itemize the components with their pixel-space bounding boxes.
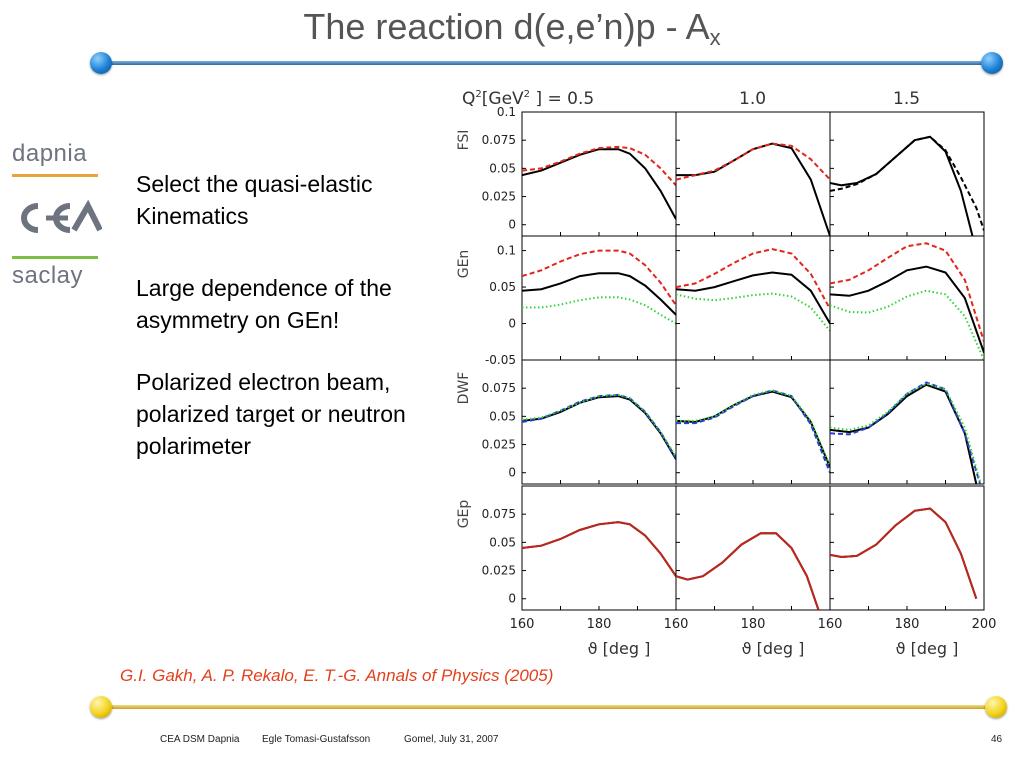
panel-frame-fsi-2 [829, 111, 985, 237]
series-line-fsi-1-1 [676, 142, 830, 181]
bullet-list: Select the quasi-elastic Kinematics Larg… [136, 168, 476, 492]
bullet-item: Polarized electron beam, polarized targe… [136, 369, 406, 459]
series-line-gep-1-0 [676, 532, 820, 610]
y-tick-label: 0 [508, 592, 516, 606]
y-tick-label: 0.1 [497, 105, 516, 119]
series-line-dwf-0-0 [522, 395, 676, 460]
slide-title-subscript: x [709, 25, 721, 50]
series-line-fsi-1-0 [676, 142, 830, 236]
series-line-gep-0-0 [522, 521, 676, 577]
saclay-logo-overline [12, 256, 98, 259]
series-line-dwf-1-1 [676, 389, 830, 474]
top-divider [108, 61, 988, 65]
bottom-divider [108, 705, 988, 709]
y-tick-label: 0.075 [482, 133, 516, 147]
y-tick-label: 0.05 [489, 280, 516, 294]
x-tick-label: 180 [587, 617, 612, 632]
y-tick-label: 0.075 [482, 507, 516, 521]
x-axis-label: ϑ [deg ] [588, 639, 651, 658]
x-tick-label: 160 [818, 617, 843, 632]
series-line-fsi-2-0 [830, 135, 974, 236]
column-header-q2-1.5: 1.5 [893, 89, 920, 109]
x-axis-label: ϑ [deg ] [742, 639, 805, 658]
panel-frame-gep-0 [521, 485, 677, 611]
row-label-gep: GEp [456, 500, 472, 529]
series-line-fsi-2-1 [830, 135, 984, 231]
top-right-blue-dot [981, 52, 1003, 74]
series-line-gen-2-1 [830, 242, 984, 343]
footer-event: Gomel, July 31, 2007 [404, 734, 499, 745]
bullet-item: Select the quasi-elastic Kinematics [136, 171, 373, 229]
y-tick-label: 0.05 [489, 161, 516, 175]
y-tick-label: 0 [508, 218, 516, 232]
top-left-blue-dot [90, 52, 112, 74]
y-tick-label: 0.025 [482, 190, 516, 204]
series-line-gen-0-0 [522, 272, 676, 316]
y-tick-label: 0.1 [497, 244, 516, 258]
y-tick-label: 0 [508, 466, 516, 480]
panel-frame-gep-1 [675, 485, 831, 611]
footer-page-number: 46 [991, 734, 1003, 745]
series-line-dwf-1-0 [676, 390, 830, 468]
panel-frame-gen-2 [829, 235, 985, 361]
series-line-gep-0-1 [522, 521, 676, 577]
y-tick-label: 0.05 [489, 409, 516, 423]
series-line-gep-2-0 [830, 507, 978, 600]
series-line-gen-2-0 [830, 265, 984, 354]
series-line-gen-1-1 [676, 248, 830, 310]
x-tick-label: 180 [741, 617, 766, 632]
bottom-left-yellow-dot [90, 696, 112, 718]
y-tick-label: 0.025 [482, 564, 516, 578]
row-label-fsi: FSI [456, 130, 472, 151]
series-line-dwf-0-1 [522, 393, 676, 459]
series-line-gen-1-2 [676, 292, 830, 332]
series-line-dwf-2-2 [830, 382, 982, 482]
footer-author: Egle Tomasi-Gustafsson [262, 734, 371, 745]
y-tick-label: -0.05 [485, 353, 516, 367]
x-tick-label: 180 [895, 617, 920, 632]
series-line-fsi-0-0 [522, 148, 676, 220]
row-label-dwf: DWF [456, 372, 472, 405]
x-axis-label: ϑ [deg ] [896, 639, 959, 658]
y-tick-label: 0.05 [489, 535, 516, 549]
y-tick-label: 0.025 [482, 438, 516, 452]
column-header-label: Q2[GeV2 ] = 0.5 [462, 89, 594, 109]
y-tick-label: 0 [508, 317, 516, 331]
x-tick-label: 160 [510, 617, 535, 632]
series-line-gep-1-1 [676, 532, 820, 610]
series-line-gen-1-0 [676, 271, 830, 325]
bullet-item: Large dependence of the asymmetry on GEn… [136, 275, 392, 333]
bottom-right-yellow-dot [985, 696, 1007, 718]
citation: G.I. Gakh, A. P. Rekalo, E. T.-G. Annals… [120, 666, 554, 685]
panel-frame-fsi-0 [521, 111, 677, 237]
panel-frame-dwf-1 [675, 359, 831, 485]
panel-frame-gen-0 [521, 235, 677, 361]
series-line-dwf-1-2 [676, 389, 830, 467]
saclay-logo: saclay [12, 262, 84, 289]
dapnia-logo-underline [12, 174, 98, 177]
series-line-gen-2-2 [830, 289, 984, 360]
column-header-q2-1.0: 1.0 [739, 89, 766, 109]
series-line-gen-0-2 [522, 296, 676, 325]
series-line-dwf-0-2 [522, 393, 676, 458]
dapnia-logo: dapnia [12, 140, 88, 167]
row-label-gen: GEn [456, 250, 472, 279]
series-line-dwf-2-0 [830, 383, 978, 484]
slide-title-main: The reaction d(e,e’n)p - A [303, 6, 710, 47]
series-line-gen-0-1 [522, 249, 676, 306]
panel-frame-gep-2 [829, 485, 985, 611]
series-line-gep-2-1 [830, 507, 978, 600]
x-tick-label: 200 [972, 617, 997, 632]
series-line-fsi-0-1 [522, 145, 676, 186]
asymmetry-chart-grid: Q2[GeV2 ] = 0.5 1.0 1.5 FSI 0.1 0.075 0.05 0.02… [456, 89, 997, 658]
slide-title: The reaction d(e,e’n)p - Ax [0, 6, 1024, 51]
footer-org: CEA DSM Dapnia [160, 734, 240, 745]
x-tick-label: 160 [664, 617, 689, 632]
y-tick-label: 0.075 [482, 381, 516, 395]
cea-logo [21, 200, 102, 233]
